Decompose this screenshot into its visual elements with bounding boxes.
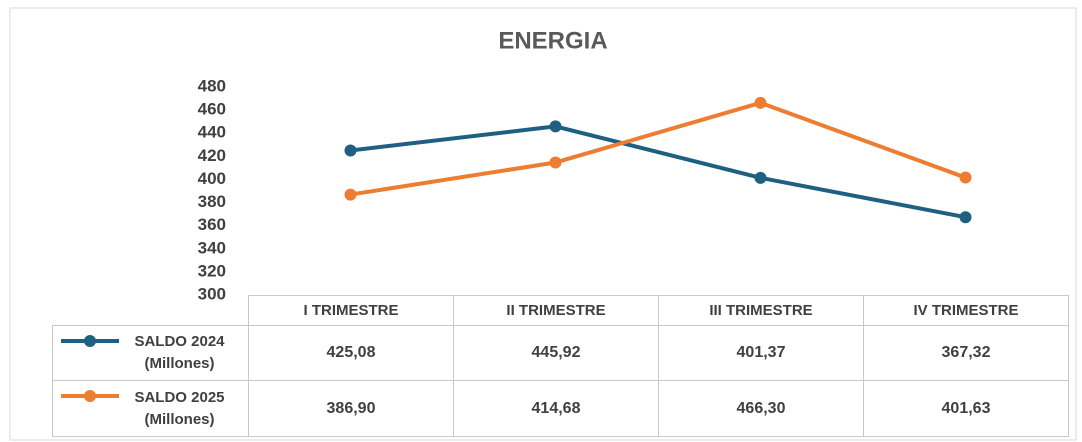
- row-header: SALDO 2025 (Millones): [52, 380, 249, 437]
- data-point: [959, 171, 972, 184]
- value-cell: 367,32: [863, 325, 1069, 381]
- value-cell: 414,68: [453, 380, 659, 437]
- value-cell: 401,63: [863, 380, 1069, 437]
- data-point: [549, 156, 562, 169]
- data-point: [754, 96, 767, 109]
- column-header: III TRIMESTRE: [658, 295, 864, 326]
- y-tick-label: 320: [198, 261, 226, 280]
- data-point: [959, 211, 972, 224]
- data-point: [344, 144, 357, 157]
- legend-dot: [84, 335, 96, 347]
- legend-marker: [61, 335, 119, 347]
- y-tick-label: 340: [198, 238, 226, 257]
- y-tick-label: 420: [198, 146, 226, 165]
- data-point: [344, 188, 357, 201]
- value-cell: 445,92: [453, 325, 659, 381]
- y-tick-label: 460: [198, 100, 226, 119]
- legend-marker: [61, 390, 119, 402]
- y-tick-label: 440: [198, 123, 226, 142]
- y-tick-label: 400: [198, 169, 226, 188]
- value-cell: 425,08: [248, 325, 454, 381]
- chart-title: ENERGIA: [498, 27, 607, 54]
- series-line: [350, 124, 966, 220]
- y-tick-label: 380: [198, 192, 226, 211]
- column-header: IV TRIMESTRE: [863, 295, 1069, 326]
- y-tick-label: 360: [198, 215, 226, 234]
- value-cell: 401,37: [658, 325, 864, 381]
- chart-frame: [9, 7, 1077, 441]
- legend-label: SALDO 2025 (Millones): [134, 388, 225, 428]
- legend-dot: [84, 390, 96, 402]
- data-point: [754, 171, 767, 184]
- column-header: II TRIMESTRE: [453, 295, 659, 326]
- row-header: SALDO 2024 (Millones): [52, 325, 249, 381]
- y-tick-label: 300: [198, 284, 226, 303]
- column-header: I TRIMESTRE: [248, 295, 454, 326]
- series-line: [350, 100, 967, 197]
- y-tick-label: 480: [198, 76, 226, 95]
- legend-label: SALDO 2024 (Millones): [134, 333, 225, 372]
- value-cell: 466,30: [658, 380, 864, 437]
- data-point: [549, 120, 562, 133]
- value-cell: 386,90: [248, 380, 454, 437]
